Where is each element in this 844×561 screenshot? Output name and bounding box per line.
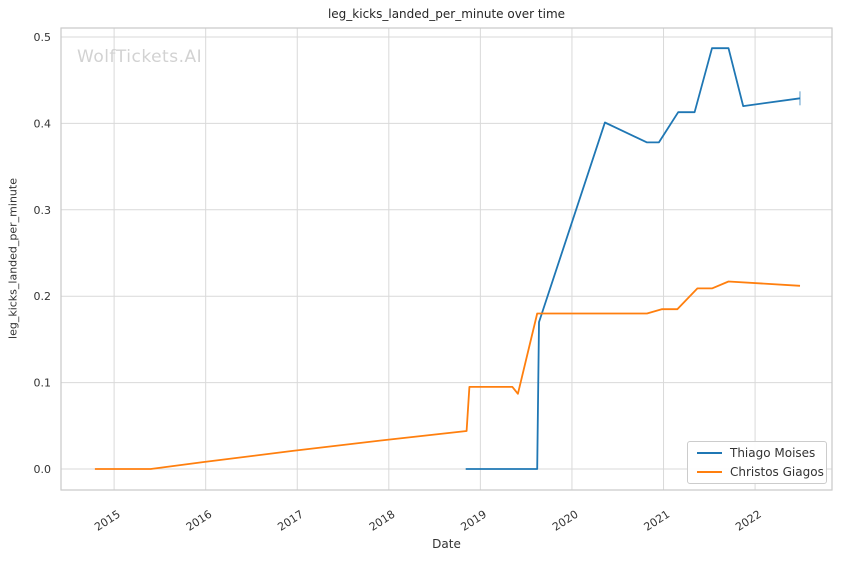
watermark: WolfTickets.AI	[77, 47, 203, 67]
legend-line-swatch	[697, 452, 722, 454]
y-tick-label: 0.4	[34, 117, 52, 130]
x-tick-label: 2021	[642, 508, 673, 534]
x-tick-label: 2020	[550, 508, 581, 534]
legend: Thiago Moises Christos Giagos	[687, 441, 827, 484]
legend-line-swatch	[697, 471, 722, 473]
legend-label: Christos Giagos	[730, 465, 824, 479]
chart-title: leg_kicks_landed_per_minute over time	[327, 7, 566, 21]
x-axis-label: Date	[432, 537, 461, 551]
y-tick-label: 0.3	[34, 204, 52, 217]
legend-item: Christos Giagos	[697, 464, 824, 480]
plot-border	[60, 27, 833, 491]
x-tick-label: 2015	[92, 508, 123, 534]
x-tick-label: 2017	[275, 508, 306, 534]
series-line-christos-giagos	[94, 280, 801, 470]
x-tick-label: 2022	[733, 508, 764, 534]
x-tick-label: 2016	[184, 508, 215, 534]
y-tick-label: 0.0	[34, 463, 52, 476]
legend-label: Thiago Moises	[730, 446, 816, 460]
y-tick-label: 0.1	[34, 377, 52, 390]
x-tick-label: 2019	[458, 508, 489, 534]
y-tick-label: 0.5	[34, 31, 52, 44]
y-axis-label: leg_kicks_landed_per_minute	[6, 178, 20, 339]
x-tick-label: 2018	[367, 508, 398, 534]
y-tick-label: 0.2	[34, 290, 52, 303]
series-line-thiago-moises	[465, 47, 801, 470]
legend-item: Thiago Moises	[697, 445, 820, 461]
